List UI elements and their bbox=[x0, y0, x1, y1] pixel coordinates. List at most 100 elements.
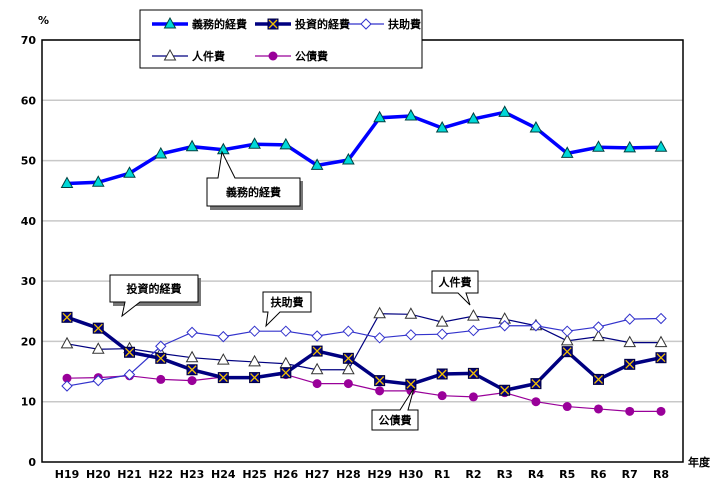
data-point-3-12 bbox=[435, 315, 449, 327]
data-point-3-8 bbox=[310, 362, 324, 375]
data-point-1-11-x bbox=[406, 379, 416, 389]
legend-marker bbox=[163, 16, 177, 29]
data-point-1-16-x bbox=[562, 347, 572, 357]
y-tick-label: 0 bbox=[28, 456, 36, 469]
x-tick-label: R1 bbox=[434, 468, 450, 481]
data-point-1-13-x bbox=[468, 368, 478, 378]
data-point-0-7 bbox=[279, 137, 293, 150]
plot-area bbox=[41, 39, 684, 463]
data-point-3-17 bbox=[592, 329, 605, 342]
data-point-1-10-x bbox=[375, 376, 385, 386]
x-tick-label: H25 bbox=[242, 468, 267, 481]
data-point-0-3 bbox=[154, 146, 168, 159]
y-tick-label: 60 bbox=[21, 94, 37, 107]
data-point-1-1-x bbox=[93, 323, 103, 333]
callout-label-4: 公債費 bbox=[379, 413, 412, 427]
data-point-0-14 bbox=[498, 105, 512, 117]
data-point-0-11 bbox=[404, 108, 418, 121]
y-tick-label: 10 bbox=[21, 396, 37, 409]
data-point-3-10 bbox=[373, 306, 386, 319]
callout-label-3: 人件費 bbox=[439, 275, 472, 289]
data-point-1-12-x bbox=[437, 369, 447, 379]
data-point-2-17 bbox=[592, 321, 605, 333]
data-point-1-7-x bbox=[281, 368, 291, 378]
legend-label: 公債費 bbox=[295, 49, 328, 63]
data-point-3-13 bbox=[467, 309, 480, 321]
data-point-4-9 bbox=[343, 379, 353, 389]
data-point-0-19 bbox=[654, 140, 668, 152]
data-point-1-6-x bbox=[250, 373, 260, 383]
data-point-4-17 bbox=[593, 404, 603, 414]
data-point-2-3 bbox=[155, 340, 167, 352]
callout-label-2: 扶助費 bbox=[271, 295, 304, 309]
x-tick-label: H27 bbox=[305, 468, 330, 481]
x-tick-label: R2 bbox=[465, 468, 481, 481]
x-tick-label: H22 bbox=[149, 468, 174, 481]
data-point-2-1 bbox=[92, 374, 104, 387]
data-point-0-6 bbox=[248, 137, 261, 149]
callout-label-1: 投資的経費 bbox=[127, 282, 182, 296]
legend-marker bbox=[163, 48, 177, 61]
y-tick-label: 40 bbox=[21, 215, 37, 228]
data-point-4-16 bbox=[562, 402, 572, 412]
x-tick-label: R4 bbox=[528, 468, 544, 481]
data-point-1-5-x bbox=[218, 373, 228, 383]
x-tick-label: H19 bbox=[55, 468, 80, 481]
data-point-3-16 bbox=[560, 333, 574, 346]
x-tick-label: H24 bbox=[211, 468, 236, 481]
data-point-1-0-x bbox=[62, 312, 72, 322]
data-point-2-15 bbox=[530, 320, 542, 332]
data-point-3-9 bbox=[342, 362, 355, 375]
data-point-2-19 bbox=[655, 312, 667, 325]
data-point-0-9 bbox=[342, 152, 355, 165]
data-point-4-19 bbox=[656, 406, 666, 416]
data-point-1-3-x bbox=[156, 353, 166, 363]
data-point-1-4-x bbox=[187, 365, 197, 375]
data-point-2-13 bbox=[467, 324, 480, 337]
x-tick-label: R3 bbox=[497, 468, 513, 481]
data-point-4-18 bbox=[625, 406, 635, 416]
y-unit-label: % bbox=[38, 14, 49, 27]
data-point-0-16 bbox=[560, 146, 574, 158]
y-tick-label: 70 bbox=[21, 34, 37, 47]
data-point-0-4 bbox=[185, 139, 199, 152]
x-tick-label: H28 bbox=[336, 468, 361, 481]
data-point-2-6 bbox=[248, 325, 261, 337]
data-point-4-3 bbox=[156, 374, 166, 384]
data-point-4-8 bbox=[312, 379, 322, 389]
data-point-0-18 bbox=[623, 140, 637, 153]
data-point-1-8-x bbox=[312, 346, 322, 356]
data-point-3-1 bbox=[91, 342, 105, 354]
data-point-4-15 bbox=[531, 397, 541, 407]
data-point-0-13 bbox=[467, 111, 480, 124]
x-tick-label: H21 bbox=[117, 468, 142, 481]
data-point-4-10 bbox=[375, 386, 385, 396]
callout-box bbox=[206, 150, 301, 207]
data-point-3-18 bbox=[623, 335, 637, 348]
y-tick-label: 30 bbox=[21, 275, 37, 288]
data-point-0-1 bbox=[91, 175, 105, 187]
data-point-2-16 bbox=[561, 325, 573, 337]
data-point-4-13 bbox=[468, 392, 478, 402]
x-tick-label: H23 bbox=[180, 468, 205, 481]
legend-marker bbox=[360, 18, 372, 30]
data-point-2-7 bbox=[280, 325, 292, 337]
data-point-3-4 bbox=[185, 350, 199, 363]
data-point-1-19-x bbox=[656, 353, 666, 363]
data-point-2-12 bbox=[436, 328, 448, 340]
data-point-2-4 bbox=[186, 326, 198, 339]
data-point-2-18 bbox=[624, 313, 636, 325]
x-tick-label: H26 bbox=[274, 468, 299, 481]
legend-label: 投資的経費 bbox=[295, 17, 350, 31]
data-point-3-11 bbox=[404, 307, 418, 319]
legend-label: 人件費 bbox=[192, 49, 225, 63]
data-point-3-6 bbox=[248, 354, 261, 367]
data-point-0-10 bbox=[373, 110, 386, 123]
data-point-4-12 bbox=[437, 391, 447, 401]
x-tick-label: H29 bbox=[367, 468, 392, 481]
series-line-2 bbox=[66, 317, 662, 387]
y-tick-label: 50 bbox=[21, 155, 37, 168]
data-point-0-15 bbox=[529, 120, 543, 133]
